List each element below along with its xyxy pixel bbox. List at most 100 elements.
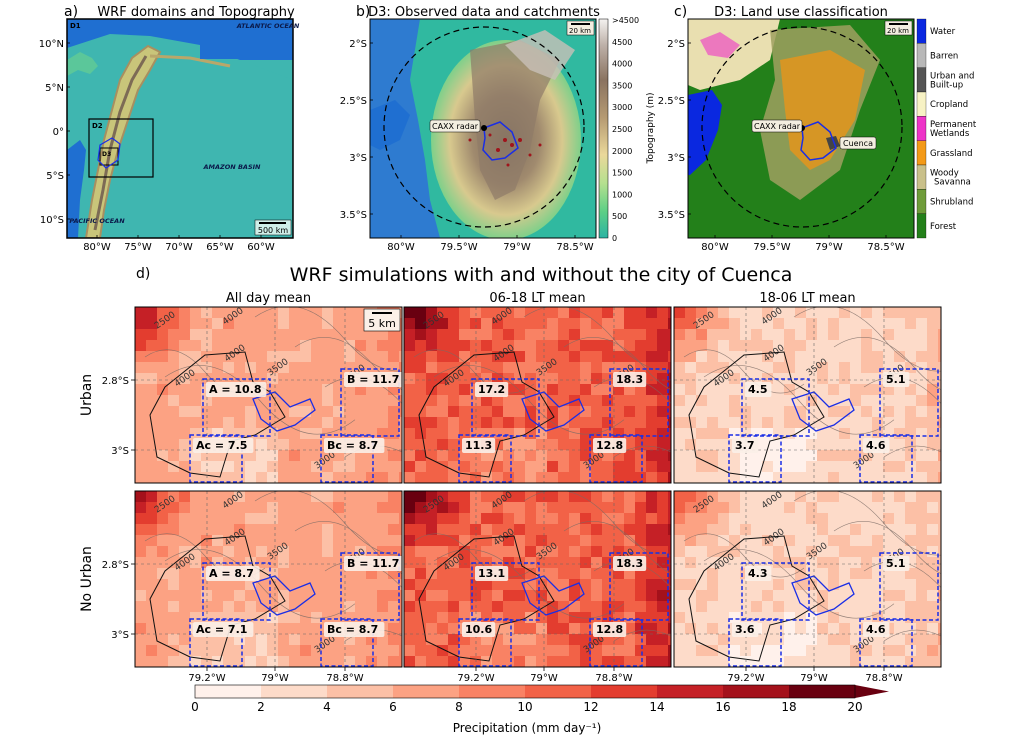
precip-cell	[674, 439, 686, 451]
precip-cell	[839, 384, 851, 396]
precip-cell	[245, 513, 257, 525]
precip-cell	[828, 395, 840, 407]
radar-range-c	[701, 26, 903, 228]
pacific-coast	[67, 140, 86, 238]
precip-cell	[872, 634, 884, 646]
precip-cell	[668, 450, 671, 462]
precip-cell	[377, 524, 389, 536]
precip-cell	[437, 439, 449, 451]
precip-cell	[905, 502, 917, 514]
precip-cell	[613, 524, 625, 536]
precip-cell	[795, 472, 807, 483]
precip-cell	[399, 579, 402, 591]
region-value-bc: Bc = 8.7	[327, 623, 378, 636]
precip-cell	[322, 579, 334, 591]
region-box-ac	[728, 434, 782, 483]
panel-c-frame	[687, 18, 915, 239]
xtick-label: 78.8°W	[326, 673, 363, 684]
precip-cell	[300, 524, 312, 536]
precip-cell	[190, 384, 202, 396]
precip-cell	[168, 450, 180, 462]
precip-cell	[927, 362, 939, 374]
precip-cell	[470, 395, 482, 407]
precip-cell	[492, 612, 504, 624]
precip-cell	[234, 656, 246, 667]
region-value-ac: 3.7	[735, 439, 755, 452]
precip-cell	[894, 513, 906, 525]
precip-cell	[267, 502, 279, 514]
precip-cell	[806, 656, 818, 667]
precip-cell	[377, 329, 389, 341]
precip-cell	[300, 623, 312, 635]
precip-cell	[481, 461, 493, 473]
precip-cell	[377, 395, 389, 407]
precip-cell	[459, 612, 471, 624]
precip-cell	[872, 502, 884, 514]
precip-cell	[168, 340, 180, 352]
precip-cell	[762, 417, 774, 429]
precip-cell	[613, 568, 625, 580]
precip-cell	[157, 351, 169, 363]
precip-cell	[355, 590, 367, 602]
precip-cell	[179, 535, 191, 547]
precip-cell	[366, 340, 378, 352]
precip-cell	[344, 656, 356, 667]
precip-cell	[223, 513, 235, 525]
precip-cell	[179, 351, 191, 363]
precip-cell	[223, 557, 235, 569]
precip-panels: 2500400040004000350025003000A = 10.8B = …	[134, 306, 942, 668]
precip-cell	[481, 351, 493, 363]
precip-cell	[839, 645, 851, 657]
precip-cell	[762, 557, 774, 569]
precip-cell	[514, 601, 526, 613]
precip-cell	[839, 601, 851, 613]
precip-cell	[674, 406, 686, 418]
precip-cell	[245, 307, 257, 319]
precip-cell	[707, 502, 719, 514]
precip-cell	[503, 417, 515, 429]
precip-cell	[646, 329, 658, 341]
precip-cell	[289, 373, 301, 385]
precip-cell	[927, 524, 939, 536]
region-box-a	[202, 378, 271, 437]
precip-cell	[344, 307, 356, 319]
precip-cell	[525, 439, 537, 451]
precip-cell	[762, 656, 774, 667]
precip-cell	[514, 318, 526, 330]
precip-cell	[355, 568, 367, 580]
precip-cell	[256, 395, 268, 407]
precip-cell	[426, 590, 438, 602]
precip-cell	[916, 362, 928, 374]
precip-cell	[377, 612, 389, 624]
precip-cell	[322, 491, 334, 503]
precip-cell	[267, 513, 279, 525]
precip-cell	[657, 373, 669, 385]
precip-cell	[278, 491, 290, 503]
precip-cell	[850, 395, 862, 407]
region-value-bg	[593, 438, 627, 453]
precip-cell	[602, 450, 614, 462]
precip-cell	[646, 579, 658, 591]
precip-cell	[751, 307, 763, 319]
precip-cell	[333, 557, 345, 569]
precip-cell	[157, 491, 169, 503]
precip-cell	[707, 645, 719, 657]
precip-cell	[366, 491, 378, 503]
precip-cell	[168, 645, 180, 657]
precip-cell	[646, 546, 658, 558]
precip-cell	[751, 491, 763, 503]
precip-cell	[624, 513, 636, 525]
urban-outline	[791, 391, 855, 432]
precip-cell	[828, 491, 840, 503]
precip-cell	[591, 524, 603, 536]
precip-cell	[256, 351, 268, 363]
precip-cell	[674, 535, 686, 547]
precip-cell	[278, 623, 290, 635]
region-value-bg	[462, 438, 496, 453]
precip-cell	[927, 579, 939, 591]
radar-marker-b	[481, 125, 487, 131]
precip-cell	[355, 535, 367, 547]
precip-cell	[707, 513, 719, 525]
region-value-bg	[593, 622, 627, 637]
precip-cell	[938, 502, 941, 514]
